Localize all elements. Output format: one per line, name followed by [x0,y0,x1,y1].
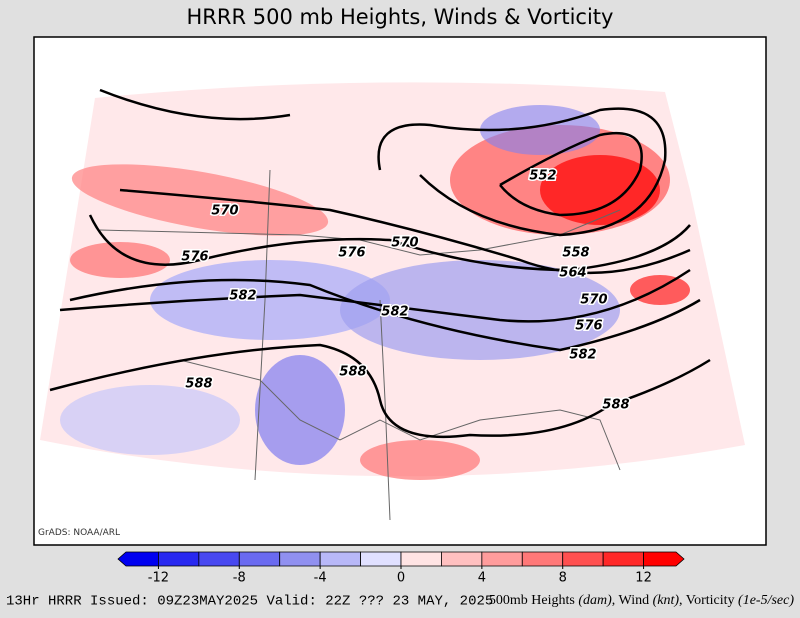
colorbar-tick-label: 12 [635,571,652,586]
contour-label: 588 [339,365,366,380]
colorbar-tick-label: -4 [314,571,327,586]
colorbar-tick-label: 8 [559,571,567,586]
colorbar-cell [521,551,564,567]
contour [499,131,643,217]
footer-left: 13Hr HRRR Issued: 09Z23MAY2025 Valid: 22… [6,594,493,610]
vort-min [255,355,345,465]
contour-label: 582 [381,305,408,320]
vort-max [540,155,660,225]
colorbar-cell [319,551,361,567]
colorbar-cell [562,551,604,567]
credit: GrADS: NOAA/ARL [38,528,120,538]
border [254,169,271,481]
vort-min [480,105,600,155]
contour [49,343,711,439]
footer-right-part: 500mb Heights [489,593,578,608]
colorbar-tick-label: -8 [233,571,246,586]
contour-label: 576 [338,246,365,261]
contour-label: 576 [181,250,208,265]
contour-label: 588 [185,377,212,392]
height-contours [49,88,711,439]
footer-right-part: (dam) [578,593,612,608]
contour [59,268,691,323]
contour-label: 588 [602,398,629,413]
vort-max [630,275,690,305]
footer-right: 500mb Heights (dam), Wind (knt), Vortici… [489,593,794,608]
contour-label: 582 [569,348,596,363]
contour-label: 558 [562,246,589,261]
border [179,359,621,471]
contour-label: 570 [580,293,607,308]
contour [119,188,691,275]
vort-min [60,385,240,455]
colorbar-cell [198,551,240,567]
footer-right-part: , Wind [612,593,653,608]
colorbar: -12 -8 -4 0 4 8 12 [117,551,685,586]
contour-labels: 570 576 582 588 552 558 564 570 576 582 … [180,167,631,414]
colorbar-cell [238,551,281,567]
colorbar-cell [279,551,321,567]
colorbar-cell [117,551,159,567]
vort-max [71,164,329,236]
contour-label: 564 [559,266,586,281]
contour-label: 552 [529,169,556,184]
footer-right-part: , Vorticity [679,593,738,608]
colorbar-cell [158,551,200,567]
colorbar-cell [481,551,523,567]
vorticity-field [40,82,745,480]
border [379,299,391,521]
contour [99,88,291,121]
colorbar-cell [360,551,402,567]
contour-label: 570 [211,204,238,219]
contour-label: 576 [575,319,602,334]
title: HRRR 500 mb Heights, Winds & Vorticity [187,5,614,29]
colorbar-tick-label: -12 [148,571,169,586]
footer-right-part: (knt) [653,593,680,608]
colorbar-tick-label: 4 [478,571,486,586]
colorbar-cell [441,551,483,567]
footer-right-part: (1e-5/sec) [738,593,794,608]
contour [88,214,691,272]
colorbar-cell [643,551,685,567]
contour-label: 582 [229,289,256,304]
vort-max [360,440,480,480]
vort-min [340,260,620,360]
vort-max [70,242,170,278]
contour [377,107,667,237]
colorbar-cell [400,551,442,567]
colorbar-tick-label: 0 [397,571,405,586]
contour [69,278,701,352]
contour-label: 570 [391,236,418,251]
colorbar-cell [602,551,644,567]
